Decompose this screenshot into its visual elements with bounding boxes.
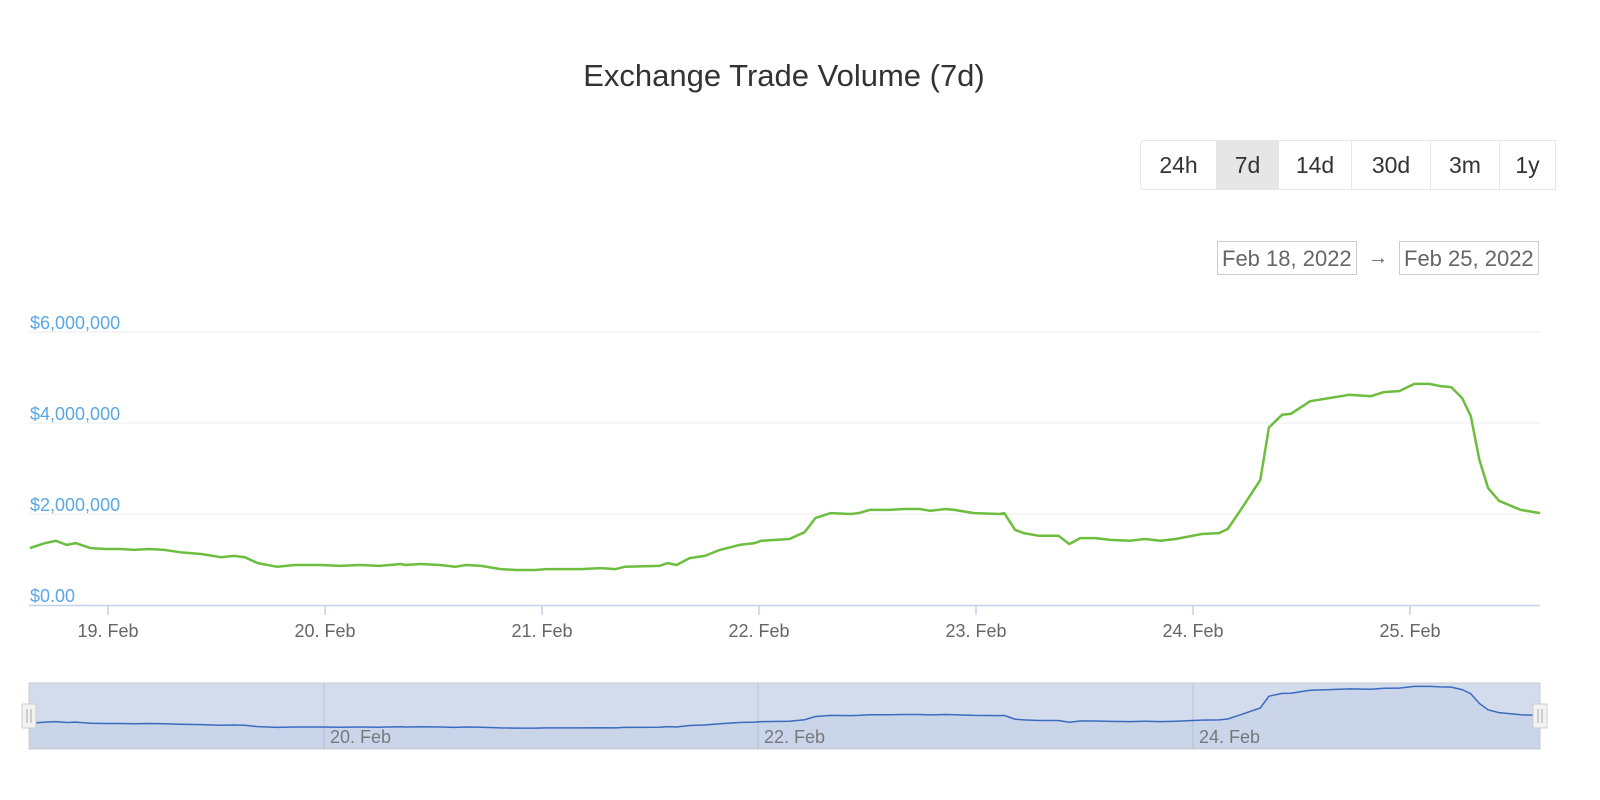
y-axis-label: $4,000,000 (30, 404, 120, 424)
y-axis-label: $0.00 (30, 586, 75, 606)
navigator-handle-right[interactable] (1532, 703, 1548, 729)
navigator-area (29, 686, 1541, 749)
navigator-label: 24. Feb (1199, 727, 1260, 747)
x-axis-label: 25. Feb (1379, 621, 1440, 641)
x-axis-label: 19. Feb (77, 621, 138, 641)
y-axis-label: $2,000,000 (30, 495, 120, 515)
range-button-7d[interactable]: 7d (1217, 141, 1279, 189)
navigator-line (29, 685, 1541, 729)
x-axis-label: 21. Feb (511, 621, 572, 641)
range-selector: 24h 7d 14d 30d 3m 1y (1140, 140, 1556, 190)
range-button-30d[interactable]: 30d (1352, 141, 1431, 189)
y-axis-label: $6,000,000 (30, 313, 120, 333)
x-axis-label: 24. Feb (1162, 621, 1223, 641)
date-to-input[interactable]: Feb 25, 2022 (1399, 241, 1539, 275)
range-button-24h[interactable]: 24h (1141, 141, 1217, 189)
volume-line (29, 382, 1541, 572)
x-axis-label: 22. Feb (728, 621, 789, 641)
x-axis-label: 23. Feb (945, 621, 1006, 641)
date-range: Feb 18, 2022 → Feb 25, 2022 (1217, 241, 1539, 275)
navigator-label: 22. Feb (764, 727, 825, 747)
range-button-14d[interactable]: 14d (1279, 141, 1352, 189)
range-button-3m[interactable]: 3m (1431, 141, 1500, 189)
range-button-1y[interactable]: 1y (1500, 141, 1556, 189)
x-axis-label: 20. Feb (294, 621, 355, 641)
chart-title: Exchange Trade Volume (7d) (583, 58, 985, 93)
date-from-input[interactable]: Feb 18, 2022 (1217, 241, 1357, 275)
navigator-label: 20. Feb (330, 727, 391, 747)
navigator-handle-left[interactable] (21, 703, 37, 729)
arrow-right-icon: → (1368, 246, 1388, 269)
